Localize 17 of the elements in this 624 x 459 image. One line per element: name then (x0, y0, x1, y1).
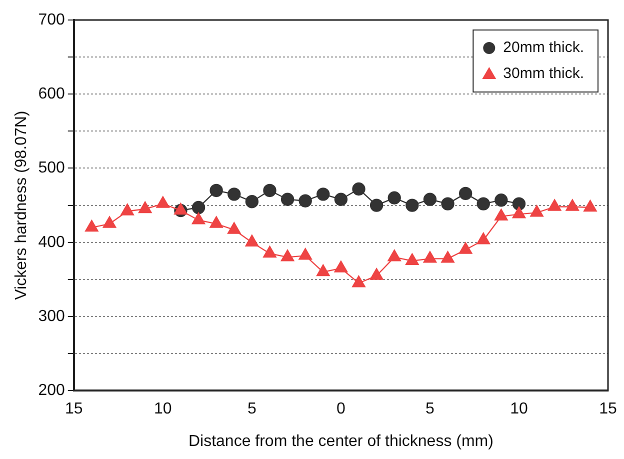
x-tick-label: 5 (247, 400, 256, 418)
legend-label: 30mm thick. (503, 65, 584, 82)
x-tick-label: 10 (510, 400, 528, 418)
x-tick-label: 15 (64, 400, 83, 418)
x-tick-label: 5 (426, 400, 435, 418)
x-tick-label: 10 (154, 400, 172, 418)
x-tick-label: 0 (336, 400, 346, 418)
y-tick-label: 500 (38, 160, 65, 177)
x-axis-title: Distance from the center of thickness (mm) (188, 432, 494, 450)
y-tick-label: 600 (38, 86, 65, 103)
y-tick-label: 400 (38, 234, 65, 251)
y-tick-label: 300 (38, 308, 65, 325)
x-tick-label: 15 (599, 400, 617, 418)
y-tick-label: 200 (38, 382, 65, 400)
y-axis-title: Vickers hardness (98.07N) (13, 110, 30, 300)
y-tick-label: 700 (38, 11, 65, 28)
legend-label: 20mm thick. (503, 39, 584, 56)
